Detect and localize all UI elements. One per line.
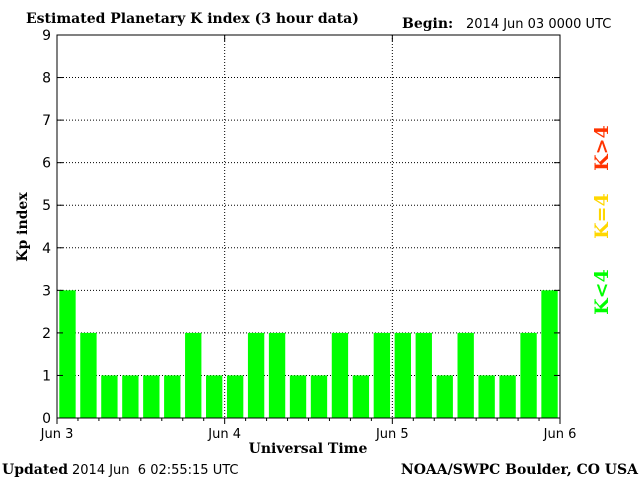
kp-bar	[373, 332, 391, 418]
y-tick-label: 1	[42, 368, 51, 384]
kp-bar	[226, 375, 244, 418]
begin-label: Begin:	[402, 16, 453, 32]
kp-bar	[541, 290, 558, 418]
kp-bar	[478, 375, 495, 418]
updated-label: Updated	[2, 462, 68, 478]
plot-frame	[56, 34, 561, 419]
kp-bar	[247, 332, 265, 418]
x-tick-label: Jun 3	[40, 427, 74, 442]
kp-bar	[122, 375, 139, 418]
y-tick-label: 4	[42, 241, 51, 257]
x-tick-label: Jun 5	[375, 427, 409, 442]
bars	[59, 290, 558, 418]
kp-bar	[289, 375, 307, 418]
kp-bar	[331, 332, 349, 418]
begin-value: 2014 Jun 03 0000 UTC	[466, 17, 611, 32]
kp-bar	[185, 332, 202, 418]
y-axis-label: Kp index	[15, 192, 31, 262]
kp-bar	[457, 332, 474, 418]
y-tick-label: 2	[42, 326, 51, 342]
kp-bar	[310, 375, 328, 418]
kp-bar	[520, 332, 537, 418]
kp-bar	[394, 332, 411, 418]
kp-bar	[59, 290, 76, 418]
y-tick-label: 7	[42, 113, 51, 129]
updated-value: 2014 Jun 6 02:55:15 UTC	[72, 463, 239, 478]
kp-bar	[415, 332, 432, 418]
source-credit: NOAA/SWPC Boulder, CO USA	[401, 462, 639, 478]
y-ticks: 0 1 2 3 4 5 6 7 8 9	[42, 28, 560, 427]
y-tick-label: 5	[42, 198, 51, 214]
kp-bar	[164, 375, 181, 418]
x-axis-label: Universal Time	[249, 441, 368, 457]
kp-bar	[206, 375, 223, 418]
y-tick-label: 3	[42, 283, 51, 299]
kp-bar	[101, 375, 118, 418]
legend-k-less-4: K<4	[591, 269, 613, 315]
legend-k-equal-4: K=4	[591, 193, 613, 239]
kp-bar	[80, 332, 97, 418]
kp-bar	[352, 375, 370, 418]
kp-bar	[143, 375, 160, 418]
legend-k-greater-4: K>4	[591, 125, 613, 171]
chart-title: Estimated Planetary K index (3 hour data…	[26, 11, 359, 27]
x-ticks: Jun 3 Jun 4 Jun 5 Jun 6	[40, 35, 577, 442]
grid	[57, 35, 560, 418]
x-tick-label: Jun 4	[207, 427, 241, 442]
y-tick-label: 9	[42, 28, 51, 44]
kp-bar	[436, 375, 453, 418]
kp-bar	[268, 332, 286, 418]
y-tick-label: 6	[42, 156, 51, 172]
kp-bar	[499, 375, 516, 418]
x-tick-label: Jun 6	[543, 427, 577, 442]
y-tick-label: 8	[42, 71, 51, 87]
y-tick-label: 0	[42, 411, 51, 427]
